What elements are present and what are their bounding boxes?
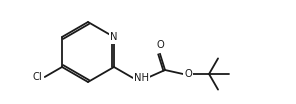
Text: N: N — [110, 32, 118, 42]
Text: O: O — [156, 40, 164, 50]
Text: Cl: Cl — [33, 72, 43, 82]
Text: NH: NH — [134, 73, 149, 83]
Text: O: O — [184, 69, 192, 79]
